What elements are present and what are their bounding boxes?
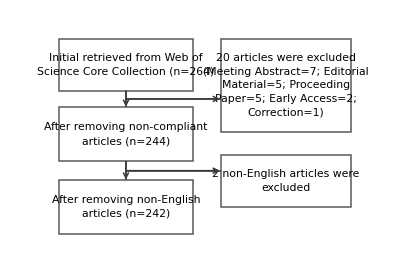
Text: Initial retrieved from Web of
Science Core Collection (n=264): Initial retrieved from Web of Science Co…	[37, 53, 214, 76]
Bar	[59, 107, 192, 161]
Bar	[59, 39, 192, 91]
Bar	[220, 155, 351, 207]
Bar	[220, 39, 351, 132]
Bar	[59, 180, 192, 234]
Text: 20 articles were excluded
(Meeting Abstract=7; Editorial
Material=5; Proceeding
: 20 articles were excluded (Meeting Abstr…	[203, 53, 368, 118]
Text: 2 non-English articles were
excluded: 2 non-English articles were excluded	[212, 169, 359, 193]
Text: After removing non-compliant
articles (n=244): After removing non-compliant articles (n…	[44, 123, 208, 146]
Text: After removing non-English
articles (n=242): After removing non-English articles (n=2…	[52, 195, 200, 219]
